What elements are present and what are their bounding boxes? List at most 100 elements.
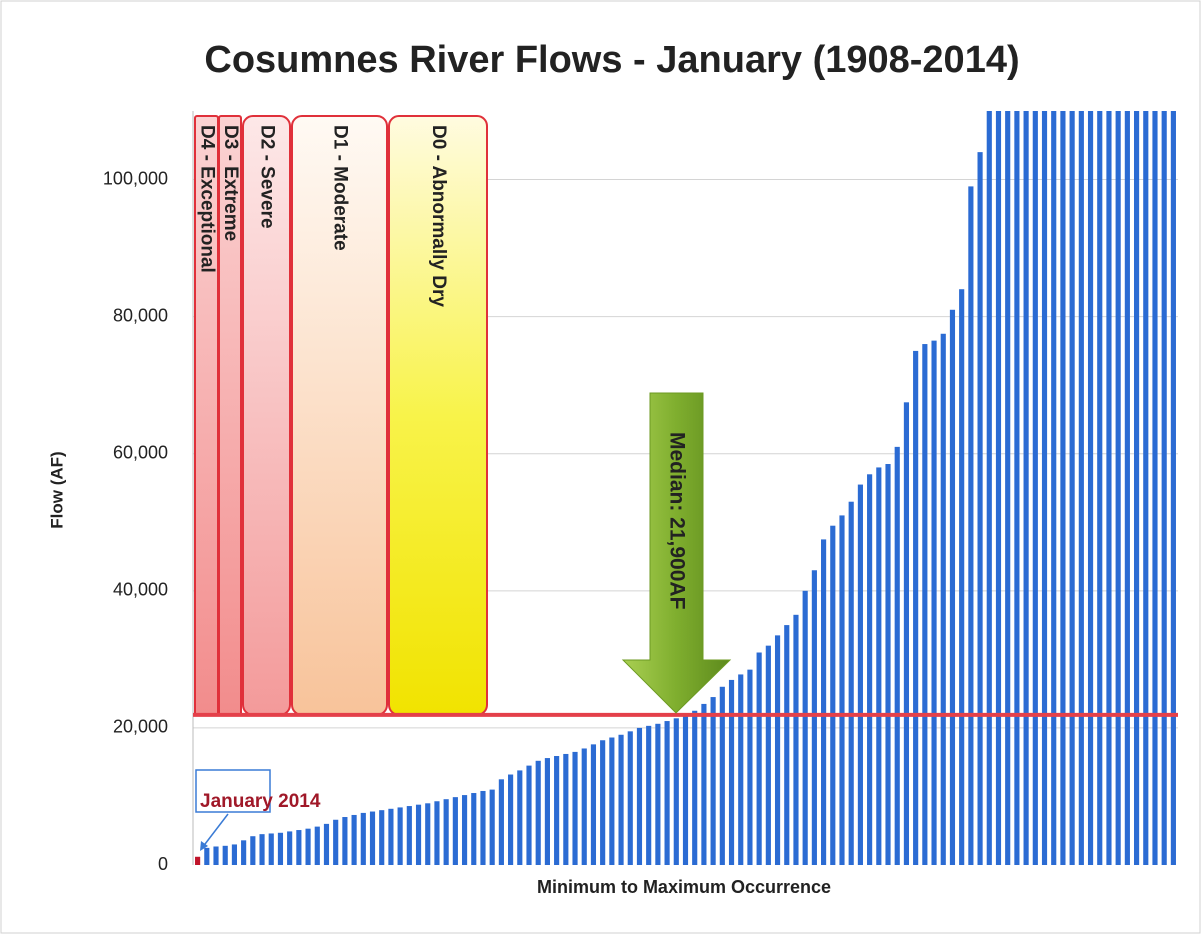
bar: [600, 740, 606, 865]
bar: [296, 830, 302, 865]
bar: [195, 856, 201, 865]
bar: [618, 734, 624, 865]
bar: [259, 834, 265, 865]
bar: [305, 828, 311, 865]
y-tick-label: 40,000: [113, 580, 168, 600]
bar: [508, 774, 514, 865]
bar: [673, 718, 679, 865]
bar: [765, 645, 771, 865]
bar: [323, 823, 330, 865]
bar: [839, 515, 845, 865]
bar: [922, 344, 928, 865]
bar: [563, 753, 569, 865]
y-tick-label: 20,000: [113, 717, 168, 737]
bar: [885, 464, 891, 865]
bar: [443, 799, 449, 865]
bar: [406, 806, 412, 865]
bar: [590, 744, 597, 865]
bar: [1014, 111, 1020, 865]
y-tick-label: 100,000: [103, 168, 168, 188]
bar: [646, 725, 652, 865]
bar: [461, 795, 468, 865]
bar: [434, 801, 440, 865]
bar: [876, 467, 882, 865]
bar: [517, 770, 523, 865]
bar: [1152, 111, 1158, 865]
bar: [949, 309, 956, 865]
bar: [1143, 111, 1149, 865]
bar: [498, 779, 504, 865]
band-label: D1 - Moderate: [329, 125, 350, 251]
bar: [535, 760, 541, 865]
bar: [913, 350, 919, 866]
bar: [959, 289, 965, 866]
bar: [544, 758, 550, 865]
bar: [756, 652, 762, 865]
bar: [728, 679, 735, 865]
bar: [241, 840, 247, 865]
bar: [830, 525, 836, 865]
y-tick-label: 80,000: [113, 305, 168, 325]
bar: [369, 811, 376, 865]
bar: [931, 340, 937, 865]
bar: [213, 846, 219, 865]
band-label: D0 - Abnormally Dry: [428, 125, 449, 307]
bar: [1115, 111, 1121, 865]
bar: [388, 808, 394, 865]
bar: [1069, 111, 1075, 865]
annotations: Median: 21,900AF January 2014: [193, 392, 1178, 851]
grid: 0 20,000 40,000 60,000 80,000 100,000: [103, 111, 1178, 874]
bar: [1032, 111, 1038, 865]
bar: [1041, 111, 1048, 865]
bar: [397, 807, 403, 865]
bar: [268, 833, 274, 865]
bar: [204, 847, 210, 865]
bar: [415, 804, 422, 865]
bar: [793, 614, 799, 865]
bar: [655, 723, 661, 865]
bar: [1051, 111, 1057, 865]
band-label: D3 - Extreme: [220, 125, 241, 241]
bar: [360, 812, 366, 865]
bar: [784, 625, 790, 865]
y-axis-label: Flow (AF): [47, 451, 66, 528]
bar: [701, 703, 707, 865]
bar: [287, 831, 293, 865]
bar: [802, 590, 808, 865]
y-tick-label: 0: [158, 854, 168, 874]
bar: [894, 446, 900, 865]
bar: [1097, 111, 1103, 865]
bar: [664, 721, 670, 865]
bar: [342, 817, 348, 865]
bar: [811, 570, 817, 865]
bar: [351, 814, 357, 865]
bar: [1133, 111, 1140, 865]
bands: D4 - Exceptional D3 - Extreme D2 - Severe D…: [194, 115, 488, 716]
highlight-arrowhead: [200, 841, 208, 851]
bar: [480, 790, 486, 865]
bar: [277, 832, 284, 865]
bar: [682, 714, 689, 865]
bar: [821, 539, 827, 865]
bar: [774, 635, 781, 865]
highlight-label: January 2014: [200, 791, 321, 812]
bar: [995, 111, 1002, 865]
bar: [1124, 111, 1130, 865]
bar: [857, 484, 863, 865]
bar: [314, 826, 320, 865]
bar: [692, 710, 698, 865]
bar: [609, 737, 615, 865]
bar: [627, 731, 633, 865]
bar: [231, 844, 238, 865]
band-label: D4 - Exceptional: [196, 125, 217, 273]
bar: [554, 756, 560, 865]
median-label: Median: 21,900AF: [665, 432, 688, 610]
bar: [710, 697, 716, 865]
bar: [968, 186, 974, 865]
bar: [1023, 111, 1029, 865]
bar: [940, 333, 946, 866]
bar: [848, 501, 854, 865]
bar: [986, 111, 992, 865]
